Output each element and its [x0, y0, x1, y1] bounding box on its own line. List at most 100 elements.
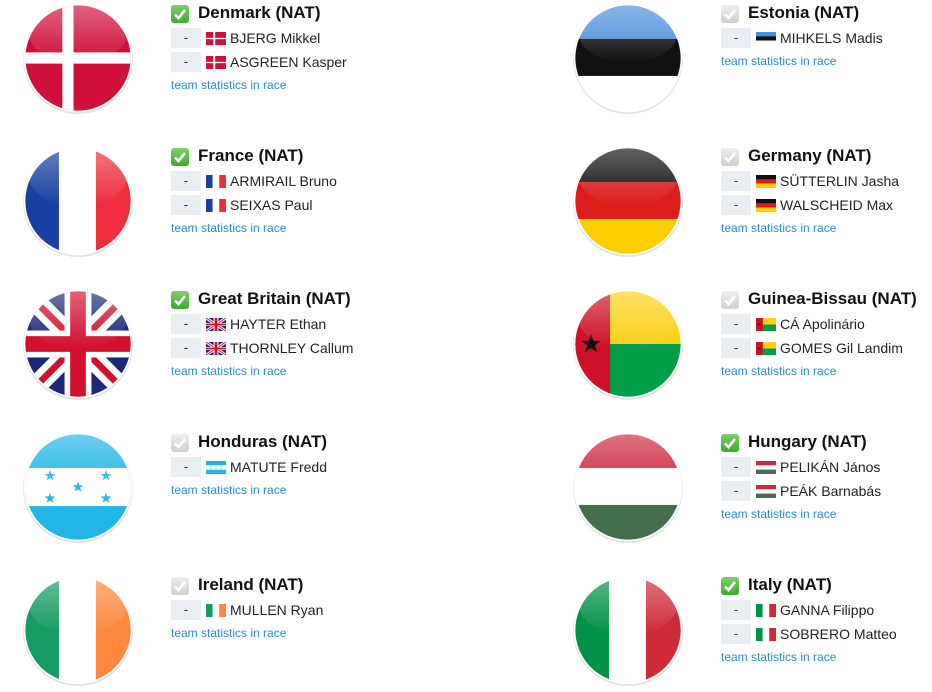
- rider-bib: -: [721, 171, 751, 191]
- team-name[interactable]: France (NAT): [198, 146, 304, 165]
- rider-bib: -: [721, 314, 751, 334]
- rider-bib: -: [721, 195, 751, 215]
- team-flag: [573, 432, 683, 543]
- team-flag: [23, 3, 133, 114]
- rider-name[interactable]: MIHKELS Madis: [780, 30, 883, 46]
- rider-bib: -: [171, 28, 201, 48]
- check-mark: [724, 581, 737, 592]
- check-mark: [174, 581, 187, 592]
- rider-name[interactable]: GOMES Gil Landim: [780, 340, 903, 356]
- check-icon: [721, 577, 739, 595]
- rider-bib: -: [171, 171, 201, 191]
- rider-name[interactable]: GANNA Filippo: [780, 602, 875, 618]
- team-flag: [23, 575, 133, 686]
- rider-name[interactable]: PEÁK Barnabás: [780, 483, 882, 499]
- rider-flag: [756, 628, 776, 641]
- rider-bib: -: [721, 481, 751, 501]
- rider-name[interactable]: ARMIRAIL Bruno: [230, 173, 337, 189]
- rider-bib: -: [171, 600, 201, 620]
- rider-bib: -: [171, 457, 201, 477]
- rider-bib: -: [721, 457, 751, 477]
- rider-name[interactable]: ASGREEN Kasper: [230, 54, 347, 70]
- rider-flag: [756, 175, 776, 188]
- team-flag: [573, 289, 683, 400]
- team-name[interactable]: Guinea-Bissau (NAT): [748, 289, 917, 308]
- team-stats-link[interactable]: team statistics in race: [171, 364, 287, 378]
- team-stats-link[interactable]: team statistics in race: [171, 483, 287, 497]
- team-name[interactable]: Hungary (NAT): [748, 432, 867, 451]
- rider-flag: [756, 461, 776, 474]
- check-mark: [174, 295, 187, 306]
- rider-name[interactable]: THORNLEY Callum: [230, 340, 354, 356]
- team-name[interactable]: Denmark (NAT): [198, 3, 321, 22]
- check-icon: [721, 148, 739, 166]
- check-mark: [174, 9, 187, 20]
- rider-flag: [206, 604, 226, 617]
- rider-flag: [756, 485, 776, 498]
- rider-name[interactable]: WALSCHEID Max: [780, 197, 894, 213]
- team-name[interactable]: Italy (NAT): [748, 575, 832, 594]
- rider-name[interactable]: SÜTTERLIN Jasha: [780, 173, 900, 189]
- team-flag: [23, 432, 133, 543]
- rider-name[interactable]: SOBRERO Matteo: [780, 626, 897, 642]
- team-stats-link[interactable]: team statistics in race: [721, 364, 837, 378]
- team-stats-link[interactable]: team statistics in race: [171, 626, 287, 640]
- check-mark: [724, 438, 737, 449]
- check-mark: [174, 152, 187, 163]
- rider-name[interactable]: PELIKÁN János: [780, 459, 881, 475]
- rider-bib: -: [171, 314, 201, 334]
- rider-flag: [756, 318, 776, 331]
- rider-name[interactable]: MULLEN Ryan: [230, 602, 324, 618]
- rider-flag: [206, 318, 226, 331]
- check-icon: [721, 5, 739, 23]
- team-flag: [573, 575, 683, 686]
- rider-name[interactable]: HAYTER Ethan: [230, 316, 327, 332]
- team-stats-link[interactable]: team statistics in race: [721, 650, 837, 664]
- rider-flag: [206, 199, 226, 212]
- team-name[interactable]: Great Britain (NAT): [198, 289, 351, 308]
- rider-flag: [206, 32, 226, 45]
- check-icon: [171, 434, 189, 452]
- rider-bib: -: [721, 600, 751, 620]
- team-flag: [23, 289, 133, 400]
- team-stats-link[interactable]: team statistics in race: [721, 54, 837, 68]
- check-icon: [171, 291, 189, 309]
- rider-name[interactable]: CÁ Apolinário: [780, 316, 865, 332]
- team-flag: [573, 3, 683, 114]
- team-name[interactable]: Ireland (NAT): [198, 575, 304, 594]
- rider-bib: -: [721, 338, 751, 358]
- team-flag: [23, 146, 133, 257]
- rider-bib: -: [171, 52, 201, 72]
- check-mark: [724, 9, 737, 20]
- team-name[interactable]: Germany (NAT): [748, 146, 872, 165]
- rider-name[interactable]: MATUTE Fredd: [230, 459, 327, 475]
- check-icon: [171, 5, 189, 23]
- check-icon: [721, 434, 739, 452]
- check-icon: [171, 577, 189, 595]
- rider-name[interactable]: BJERG Mikkel: [230, 30, 321, 46]
- check-icon: [721, 291, 739, 309]
- check-mark: [174, 438, 187, 449]
- check-icon: [171, 148, 189, 166]
- rider-flag: [206, 56, 226, 69]
- team-name[interactable]: Honduras (NAT): [198, 432, 328, 451]
- rider-bib: -: [171, 338, 201, 358]
- team-name[interactable]: Estonia (NAT): [748, 3, 860, 22]
- check-mark: [724, 295, 737, 306]
- rider-flag: [206, 342, 226, 355]
- team-stats-link[interactable]: team statistics in race: [171, 221, 287, 235]
- rider-bib: -: [721, 28, 751, 48]
- rider-flag: [206, 461, 226, 474]
- check-mark: [724, 152, 737, 163]
- rider-flag: [756, 342, 776, 355]
- rider-bib: -: [171, 195, 201, 215]
- team-stats-link[interactable]: team statistics in race: [721, 221, 837, 235]
- team-stats-link[interactable]: team statistics in race: [171, 78, 287, 92]
- rider-name[interactable]: SEIXAS Paul: [230, 197, 313, 213]
- rider-bib: -: [721, 624, 751, 644]
- rider-flag: [756, 32, 776, 45]
- rider-flag: [756, 199, 776, 212]
- rider-flag: [756, 604, 776, 617]
- team-stats-link[interactable]: team statistics in race: [721, 507, 837, 521]
